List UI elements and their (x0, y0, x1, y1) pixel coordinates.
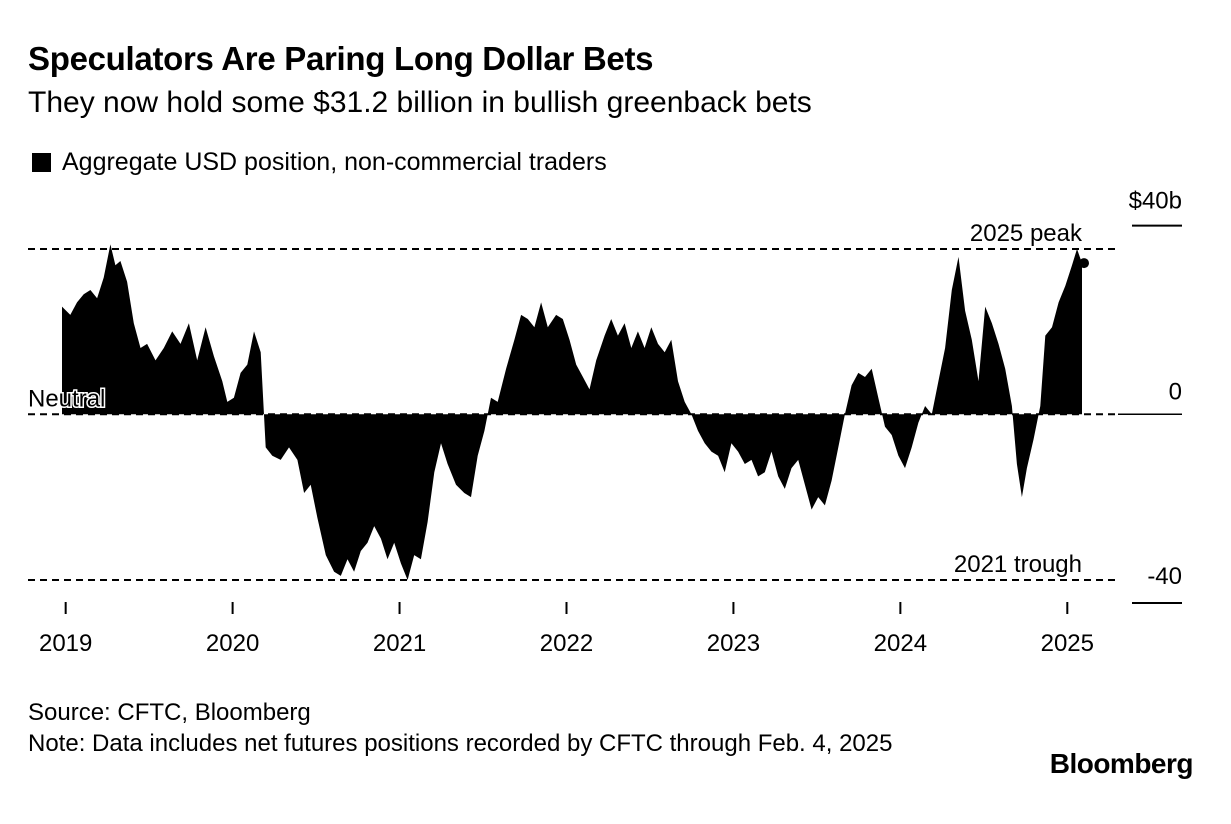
tick-layer: $40b 0 -40 2019 2020 2021 2022 2023 2024 2025 (39, 188, 1182, 657)
chart-subtitle: They now hold some $31.2 billion in bull… (28, 86, 812, 119)
area-chart: $40b 0 -40 2019 2020 2021 2022 2023 2024 2025 202… (27, 188, 1182, 657)
x-tick-label-1: 2020 (206, 630, 259, 657)
reference-label-0: 2025 peak (970, 220, 1083, 247)
source-text: Source: CFTC, Bloomberg (28, 699, 311, 726)
series-area (62, 244, 1082, 580)
y-tick-label-1: 0 (1169, 378, 1182, 405)
legend-label: Aggregate USD position, non-commercial t… (62, 148, 607, 176)
y-tick-label-0: $40b (1129, 188, 1182, 215)
reference-label-2: 2021 trough (954, 551, 1082, 578)
chart-title: Speculators Are Paring Long Dollar Bets (28, 40, 654, 77)
legend-swatch (32, 153, 51, 172)
last-point-marker (1079, 258, 1089, 269)
x-tick-label-4: 2023 (707, 630, 760, 657)
chart-source: Source: CFTC, Bloomberg Note: Data inclu… (28, 697, 928, 759)
reference-label-1: Neutral (28, 385, 105, 412)
x-tick-label-2: 2021 (373, 630, 426, 657)
x-tick-label-5: 2024 (874, 630, 927, 657)
note-text: Note: Data includes net futures position… (28, 730, 893, 757)
legend: Aggregate USD position, non-commercial t… (32, 148, 607, 177)
y-tick-label-2: -40 (1147, 563, 1182, 590)
reference-lines: 2025 peak Neutral 2021 trough (27, 220, 1118, 581)
bloomberg-logo: Bloomberg (1049, 748, 1194, 779)
x-tick-label-3: 2022 (540, 630, 593, 657)
x-tick-label-6: 2025 (1041, 630, 1094, 657)
x-tick-label-0: 2019 (39, 630, 92, 657)
